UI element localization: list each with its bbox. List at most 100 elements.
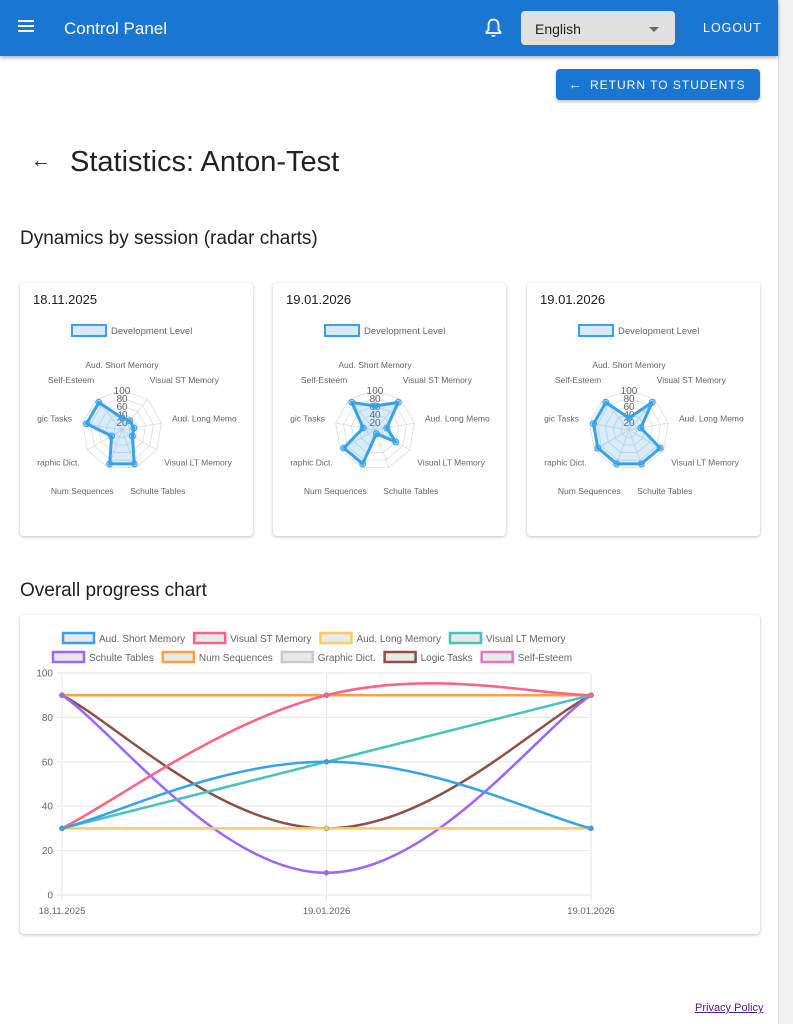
session-date: 19.01.2026 [540, 292, 606, 307]
radar-point [602, 398, 610, 406]
radar-chart: Development Level Aud. Short Memory Visual… [544, 324, 744, 496]
radar-axis-label: Num Sequences [304, 486, 367, 496]
hamburger-icon[interactable] [18, 20, 34, 35]
line-chart: Aud. Short Memory Visual ST Memory Aud. Lo… [36, 631, 615, 917]
radar-spoke [87, 429, 123, 451]
data-point [323, 825, 330, 832]
data-point [323, 870, 330, 876]
radar-point [348, 398, 356, 406]
radar-point [371, 402, 379, 410]
radar-tick-label: 80 [369, 394, 381, 405]
radar-point [118, 414, 126, 422]
radar-tick-label: 20 [369, 418, 381, 429]
radar-point [106, 460, 114, 468]
radar-card: 19.01.2026 Development Level Aud. Short Me… [273, 283, 506, 536]
radar-point [594, 444, 602, 452]
legend-swatch [51, 650, 86, 664]
radar-axis-label: Visual ST Memory [150, 375, 220, 385]
arrow-left-icon: ← [568, 76, 583, 92]
language-select[interactable]: English [521, 11, 675, 45]
radar-point [359, 460, 367, 468]
radar-point [126, 417, 134, 425]
bell-icon[interactable] [485, 18, 502, 38]
radar-point [130, 460, 138, 468]
legend-swatch [319, 631, 353, 645]
radar-spoke [121, 422, 162, 431]
legend-swatch [192, 631, 227, 645]
radar-axis-label: Visual ST Memory [657, 375, 727, 385]
legend-label: Self-Esteem [518, 653, 572, 664]
legend-label: Development Level [111, 326, 192, 337]
radar-tick-label: 100 [114, 386, 131, 397]
legend-swatch [578, 324, 614, 337]
radar-axis-label: Aud. Short Memory [338, 360, 412, 370]
y-tick-label: 80 [42, 713, 54, 724]
radar-chart: Development Level Aud. Short Memory Visual… [290, 324, 490, 496]
progress-chart-card: Aud. Short Memory Visual ST Memory Aud. Lo… [20, 615, 760, 934]
legend-label: Aud. Long Memory [356, 634, 441, 645]
radar-tick-label: 80 [116, 394, 128, 405]
radar-point [625, 414, 633, 422]
privacy-policy-link[interactable]: Privacy Policy [695, 1002, 764, 1014]
legend-label: Aud. Short Memory [99, 634, 185, 645]
data-point [588, 825, 594, 832]
radar-axis-label: Visual LT Memory [417, 458, 485, 468]
return-to-students-button[interactable]: ← RETURN TO STUDENTS [556, 69, 760, 100]
caret-down-icon [649, 27, 659, 32]
radar-point [130, 424, 138, 432]
radar-point [648, 398, 656, 406]
radar-tick-label: 80 [623, 394, 635, 405]
logout-button[interactable]: LOGOUT [703, 21, 762, 35]
radar-axis-label: raphic Dict. [544, 458, 587, 468]
radar-tick-label: 60 [116, 402, 128, 413]
radar-tick-label: 60 [623, 402, 635, 413]
radar-point [590, 420, 598, 428]
return-label: RETURN TO STUDENTS [590, 78, 746, 92]
data-point [59, 825, 65, 832]
scrollbar[interactable] [778, 0, 793, 1024]
radar-grid-ring [105, 413, 139, 446]
radar-point [95, 398, 103, 406]
radar-point [637, 460, 645, 468]
radar-tick-label: 20 [116, 418, 128, 429]
legend-label: Graphic Dict. [318, 653, 376, 664]
radar-axis-label: raphic Dict. [37, 458, 80, 468]
radar-point [372, 430, 380, 438]
radar-point [392, 438, 400, 446]
legend-swatch [61, 631, 96, 645]
radar-axis-label: Schulte Tables [637, 486, 692, 496]
radar-axis-label: Aud. Short Memory [85, 360, 159, 370]
legend-label: Visual LT Memory [486, 634, 565, 645]
radar-tick-label: 60 [369, 402, 381, 413]
page-title: Statistics: Anton-Test [70, 146, 340, 178]
legend-swatch [324, 324, 360, 337]
radar-point [340, 444, 348, 452]
radar-axis-label: Aud. Short Memory [592, 360, 666, 370]
y-tick-label: 60 [42, 757, 54, 768]
radar-axis-label: Num Sequences [558, 486, 621, 496]
radar-grid-ring [82, 389, 162, 468]
radar-section-title: Dynamics by session (radar charts) [20, 228, 318, 249]
legend-label: Logic Tasks [421, 653, 473, 664]
legend-swatch [280, 650, 315, 664]
radar-card: 18.11.2025 Development Level Aud. Short Me… [20, 283, 253, 536]
radar-axis-label: Aud. Long Memo [425, 414, 490, 424]
legend-label: Num Sequences [199, 653, 273, 664]
radar-tick-label: 40 [369, 410, 381, 421]
session-date: 19.01.2026 [286, 292, 352, 307]
radar-point [359, 424, 367, 432]
y-tick-label: 100 [36, 669, 53, 680]
radar-axis-label: raphic Dict. [290, 458, 333, 468]
progress-section-title: Overall progress chart [20, 580, 207, 601]
radar-data-area [342, 400, 400, 466]
legend-label: Schulte Tables [89, 653, 154, 664]
radar-axis-label: Self-Esteem [301, 375, 347, 385]
legend-swatch [161, 650, 196, 664]
radar-point [394, 398, 402, 406]
radar-grid-ring [113, 421, 131, 438]
back-arrow-icon[interactable]: ← [31, 150, 51, 172]
radar-axis-label: Aud. Long Memo [679, 414, 744, 424]
radar-grid-ring [97, 405, 147, 453]
legend-label: Development Level [618, 326, 699, 337]
radar-grid-ring [604, 405, 654, 453]
